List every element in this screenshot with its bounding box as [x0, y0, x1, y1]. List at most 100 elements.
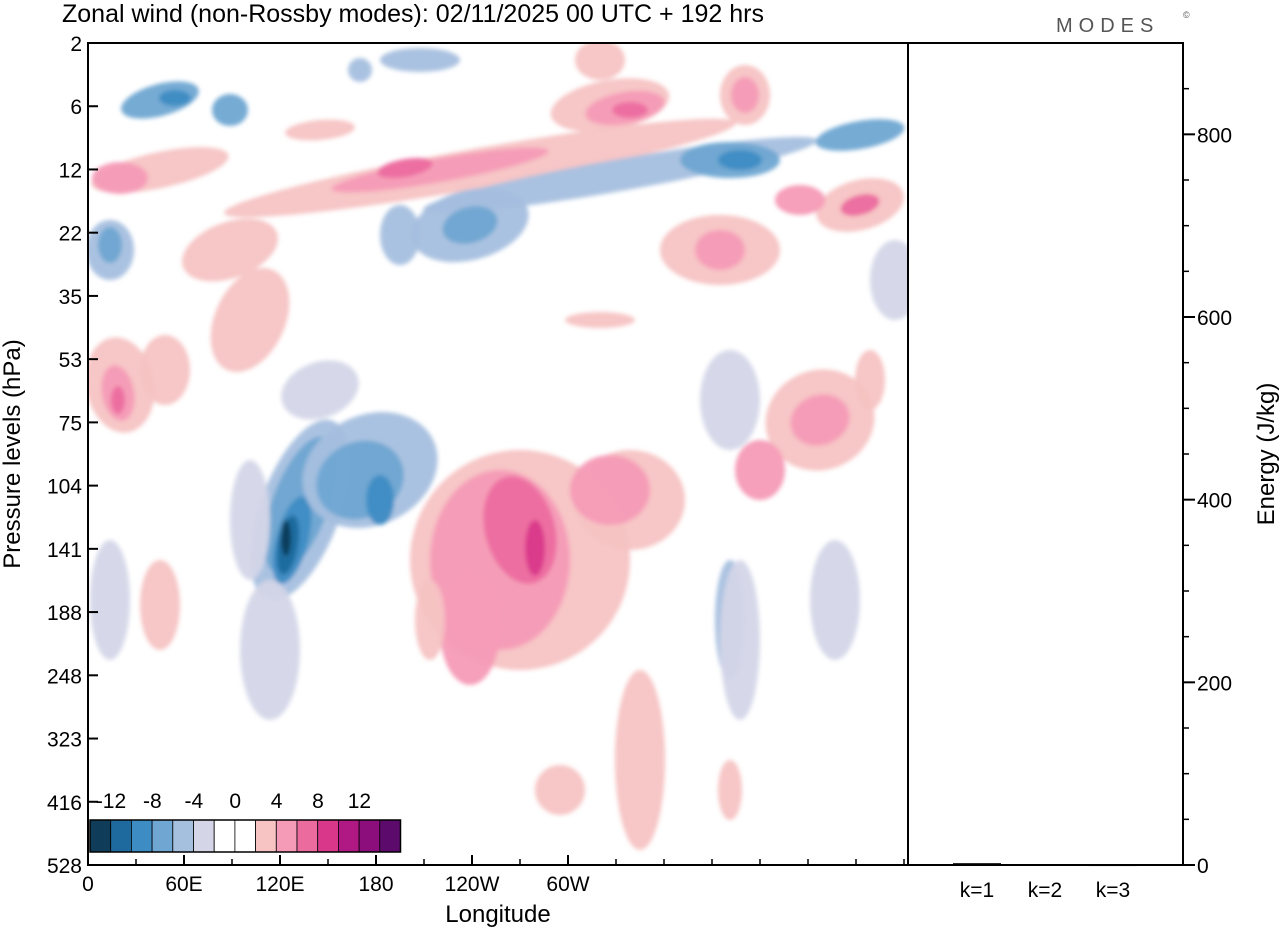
energy-tick-label: 0 — [1197, 855, 1209, 878]
logo-mark: © — [1183, 10, 1190, 20]
energy-x-axis: k=1 k=2 k=3 — [960, 879, 1130, 902]
colorbar-label: 8 — [312, 790, 324, 813]
colorbar-swatch — [89, 819, 112, 853]
pressure-tick-label: 248 — [47, 665, 82, 688]
wind-contour-region — [615, 670, 665, 850]
colorbar-label: -4 — [184, 790, 203, 813]
feature-value-label: 8 — [1273, 232, 1274, 234]
wind-contour-region — [700, 350, 760, 450]
wind-contour-region — [840, 194, 880, 216]
energy-tick-label: 800 — [1197, 124, 1232, 147]
wind-contour-region — [525, 520, 545, 576]
colorbar-label: -12 — [96, 790, 126, 813]
pressure-tick-label: 12 — [59, 159, 82, 182]
colorbar-swatch — [213, 819, 236, 853]
wind-contour-region — [810, 540, 860, 660]
wind-contour-region — [440, 575, 500, 685]
colorbar-frame — [89, 819, 402, 853]
colorbar-swatch — [379, 819, 401, 853]
energy-panel: 0 200 400 600 800 k=1 k=2 k=3 Energy (J/kg) — [907, 42, 1280, 902]
wind-contour-region — [90, 540, 130, 660]
pressure-tick-label: 104 — [47, 476, 82, 499]
wind-contour-region — [281, 520, 291, 556]
feature-value-label: -8 — [1144, 168, 1145, 170]
energy-tick-label: 400 — [1197, 490, 1232, 513]
wind-contour-region — [140, 560, 180, 650]
pressure-tick-label: 6 — [70, 96, 82, 119]
wind-contour-region — [366, 475, 394, 525]
wind-contour-region — [718, 150, 762, 170]
wind-contour-region — [855, 350, 885, 410]
wind-contour-region — [731, 77, 759, 113]
energy-category-label: k=1 — [960, 879, 994, 902]
wind-contour-region — [695, 230, 745, 270]
energy-bar-k3 — [1089, 864, 1137, 867]
pressure-axis-label: Pressure levels (hPa) — [0, 339, 26, 568]
wind-contour-region — [331, 147, 549, 193]
colorbar-swatches — [89, 819, 402, 853]
colorbar-swatch — [255, 819, 277, 853]
colorbar-swatch — [296, 819, 319, 853]
pressure-tick-label: 75 — [59, 412, 82, 435]
colorbar-swatch — [172, 819, 194, 853]
wind-contour-region — [240, 580, 300, 720]
colorbar-labels: -12 -8 -4 0 4 8 12 — [96, 790, 371, 813]
longitude-tick-label: 60W — [546, 873, 589, 896]
energy-axis-label: Energy (J/kg) — [1253, 383, 1280, 526]
wind-contour-region — [182, 218, 278, 282]
wind-contour-region — [575, 43, 625, 80]
wind-contour-region — [870, 240, 908, 320]
wind-contour-region — [348, 58, 372, 82]
longitude-axis: 0 60E 120E 180 120W 60W — [82, 855, 905, 896]
colorbar-label: 12 — [348, 790, 371, 813]
pressure-tick-label: 416 — [47, 792, 82, 815]
energy-tick-label: 600 — [1197, 307, 1232, 330]
wind-contour-region — [790, 394, 850, 446]
pressure-tick-label: 323 — [47, 729, 82, 752]
colorbar-swatch — [234, 819, 256, 853]
energy-panel-frame — [907, 42, 1184, 866]
colorbar-label: 0 — [229, 790, 241, 813]
wind-contour-region — [720, 560, 760, 720]
longitude-tick-label: 0 — [82, 873, 94, 896]
modes-logo: MODES — [1056, 15, 1159, 37]
longitude-tick-label: 60E — [165, 873, 202, 896]
wind-contour-region — [140, 335, 190, 405]
wind-contour-region — [377, 157, 433, 179]
wind-contour-region — [535, 765, 585, 815]
colorbar-swatch — [193, 819, 215, 853]
colorbar-swatch — [130, 819, 153, 853]
wind-contour-region — [212, 94, 248, 126]
feature-value-label: 10 — [950, 105, 952, 107]
energy-bar-k2 — [1021, 864, 1069, 866]
colorbar-label: -8 — [143, 790, 162, 813]
wind-contour-region — [612, 102, 648, 118]
energy-bars — [953, 863, 1137, 867]
wind-contour-region — [210, 268, 290, 372]
wind-contour-region — [230, 460, 270, 580]
longitude-tick-label: 180 — [358, 873, 393, 896]
wind-contour-region — [159, 90, 191, 106]
wind-contour-region — [111, 386, 125, 414]
energy-y-axis: 0 200 400 600 800 — [1183, 87, 1232, 878]
wind-contour-region — [281, 360, 359, 420]
pressure-tick-label: 53 — [59, 349, 82, 372]
wind-contour-region — [380, 48, 460, 72]
colorbar: -12 -8 -4 0 4 8 12 — [89, 790, 402, 853]
chart-title: Zonal wind (non-Rossby modes): 02/11/202… — [62, 0, 764, 28]
colorbar-swatch — [337, 819, 360, 853]
colorbar-label: 4 — [271, 790, 283, 813]
wind-contour-region — [565, 312, 635, 328]
longitude-tick-label: 120E — [255, 873, 304, 896]
longitude-axis-label: Longitude — [445, 901, 550, 928]
wind-contour-region — [98, 227, 122, 263]
pressure-tick-label: 2 — [70, 33, 82, 56]
pressure-tick-label: 528 — [47, 855, 82, 878]
pressure-tick-label: 35 — [59, 286, 82, 309]
pressure-tick-label: 22 — [59, 223, 82, 246]
energy-tick-label: 200 — [1197, 672, 1232, 695]
energy-bar-k1 — [953, 863, 1001, 865]
wind-contour-region — [92, 162, 148, 194]
zonal-wind-field: -12-8-81210108 — [88, 43, 1274, 865]
